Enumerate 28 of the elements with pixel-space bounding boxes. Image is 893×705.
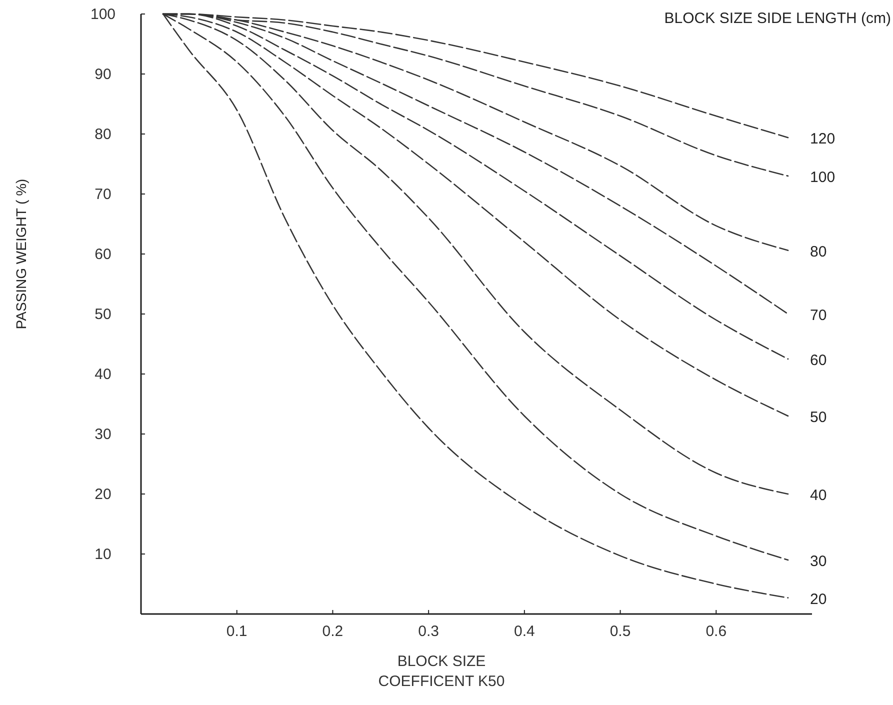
series-label: 80 xyxy=(810,243,827,260)
x-tick-label: 0.1 xyxy=(226,623,248,640)
series-label: 100 xyxy=(810,169,836,186)
y-tick-label: 60 xyxy=(94,246,112,263)
x-axis-title: BLOCK SIZE COEFFICENT K50 xyxy=(378,653,505,690)
y-tick-label: 90 xyxy=(94,66,112,83)
series-label: 120 xyxy=(810,130,836,148)
x-tick-label: 0.4 xyxy=(514,623,535,640)
series-label: 30 xyxy=(810,553,827,570)
y-tick-label: 50 xyxy=(94,306,112,323)
y-tick-label: 20 xyxy=(94,486,112,503)
y-tick-label: 40 xyxy=(94,366,112,383)
x-tick-label: 0.6 xyxy=(706,623,727,640)
series-label: 50 xyxy=(810,409,827,426)
series-label: 20 xyxy=(810,590,827,608)
y-tick-label: 80 xyxy=(94,126,112,143)
y-tick-label: 70 xyxy=(94,186,112,203)
legend-title: BLOCK SIZE SIDE LENGTH (cm) xyxy=(664,10,891,27)
series-label: 70 xyxy=(810,307,827,324)
y-tick-label: 100 xyxy=(90,6,116,23)
y-axis-title: PASSING WEIGHT ( %) xyxy=(13,178,29,330)
x-tick-label: 0.2 xyxy=(322,623,344,640)
y-tick-label: 30 xyxy=(94,426,112,443)
series-label: 40 xyxy=(810,487,827,504)
y-tick-label: 10 xyxy=(94,546,112,563)
x-tick-label: 0.3 xyxy=(418,623,439,640)
x-tick-label: 0.5 xyxy=(610,623,631,640)
series-label: 60 xyxy=(810,352,827,369)
